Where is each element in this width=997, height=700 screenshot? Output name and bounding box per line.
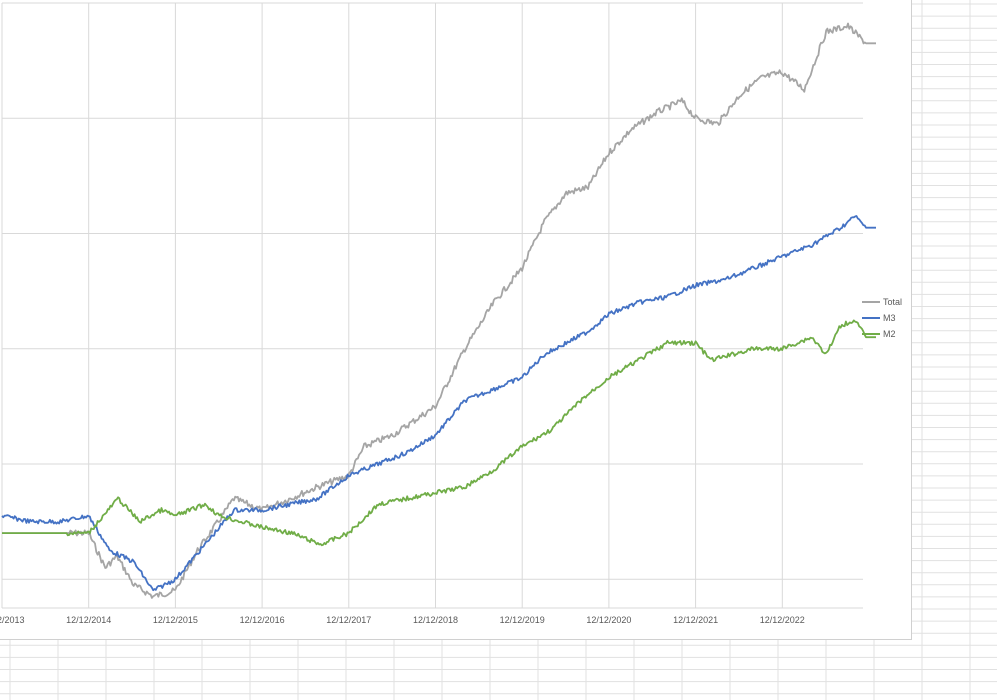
legend-label-m2: M2: [883, 329, 896, 339]
x-tick-label: 12/12/2015: [153, 615, 198, 625]
legend-label-m3: M3: [883, 313, 896, 323]
x-tick-label: 12/12/2021: [673, 615, 718, 625]
x-tick-label: 12/12/2020: [586, 615, 631, 625]
series-lines: [1, 22, 876, 599]
line-chart: 12/12/2013 12/12/2014 12/12/2015 12/12/2016…: [0, 2, 902, 625]
x-tick-label: 12/12/2017: [326, 615, 371, 625]
x-tick-label: 12/12/2014: [66, 615, 111, 625]
x-tick-label: 12/12/2019: [500, 615, 545, 625]
legend[interactable]: Total M3 M2: [862, 297, 902, 339]
x-tick-label: 12/12/2022: [760, 615, 805, 625]
legend-label-total: Total: [883, 297, 902, 307]
chart-area[interactable]: 12/12/2013 12/12/2014 12/12/2015 12/12/2016…: [0, 0, 912, 640]
series-line-m3: [1, 215, 876, 592]
x-axis-tick-labels: 12/12/2013 12/12/2014 12/12/2015 12/12/2016…: [0, 615, 805, 625]
x-tick-label: 12/12/2013: [0, 615, 25, 625]
gridlines: [1, 2, 863, 609]
x-tick-label: 12/12/2016: [240, 615, 285, 625]
series-line-m2: [2, 319, 876, 547]
x-tick-label: 12/12/2018: [413, 615, 458, 625]
series-line-total: [2, 22, 876, 599]
